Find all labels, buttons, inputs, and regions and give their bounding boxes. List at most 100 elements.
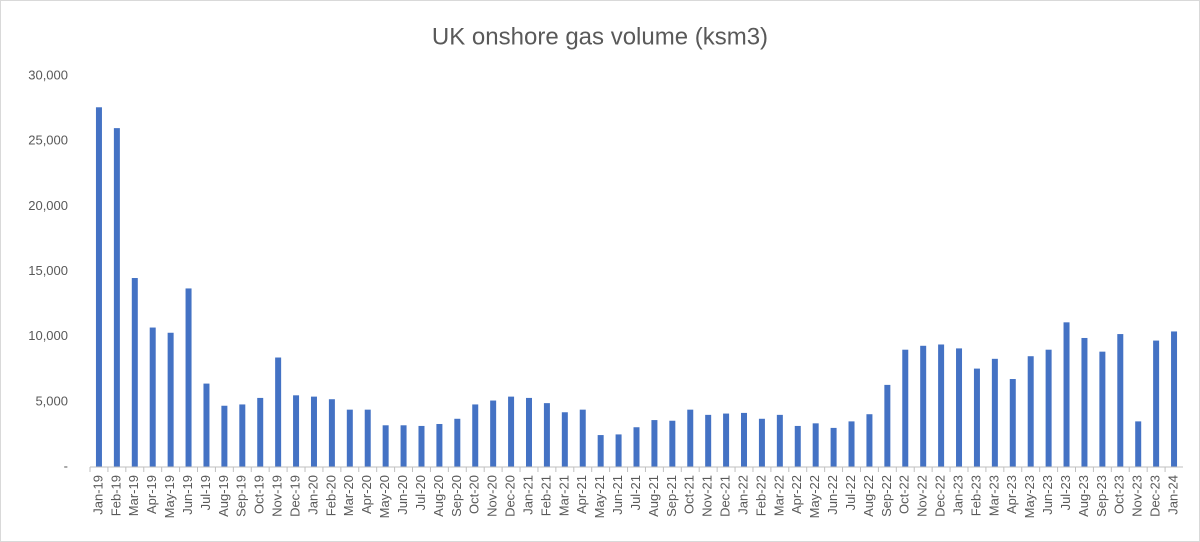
y-tick-label: 10,000 — [28, 328, 68, 343]
x-tick-label: Dec-21 — [718, 475, 733, 517]
x-tick-label: Jul-23 — [1058, 475, 1073, 510]
bar — [633, 427, 640, 467]
x-tick-label: Nov-22 — [915, 475, 930, 517]
bar — [1009, 379, 1016, 467]
bar — [1135, 421, 1142, 467]
bar — [669, 420, 676, 467]
x-tick-label: Dec-19 — [287, 475, 302, 517]
bar — [741, 412, 748, 467]
y-tick-label: 20,000 — [28, 198, 68, 213]
bar — [293, 395, 300, 467]
x-tick-label: Aug-23 — [1076, 475, 1091, 517]
bar — [651, 420, 658, 467]
bar — [866, 414, 873, 467]
y-tick-label: 30,000 — [28, 67, 68, 82]
x-tick-label: May-21 — [592, 475, 607, 518]
bar — [221, 405, 228, 467]
bar — [1081, 337, 1088, 467]
x-tick-label: Oct-21 — [682, 475, 697, 514]
x-tick-label: Jun-21 — [610, 475, 625, 515]
bar — [454, 418, 461, 467]
x-tick-label: Sep-19 — [234, 475, 249, 517]
bar — [131, 278, 138, 467]
x-tick-label: Mar-21 — [556, 475, 571, 516]
bar — [310, 396, 317, 467]
bar — [418, 425, 425, 467]
bar — [1045, 349, 1052, 467]
bar — [723, 413, 730, 467]
x-tick-label: Mar-19 — [126, 475, 141, 516]
y-tick-label: - — [64, 458, 68, 473]
bar — [615, 434, 622, 467]
bar — [328, 399, 335, 467]
bar — [346, 409, 353, 467]
x-tick-label: Oct-20 — [467, 475, 482, 514]
x-tick-label: Dec-22 — [933, 475, 948, 517]
x-tick-label: Jan-21 — [520, 475, 535, 515]
y-tick-label: 5,000 — [35, 393, 68, 408]
bar — [758, 418, 765, 467]
x-tick-label: Nov-20 — [485, 475, 500, 517]
x-tick-label: Mar-22 — [771, 475, 786, 516]
bar — [149, 327, 156, 467]
bar — [257, 397, 264, 467]
x-tick-label: Oct-19 — [252, 475, 267, 514]
bar — [167, 332, 174, 467]
x-tick-label: Nov-21 — [700, 475, 715, 517]
bar — [884, 384, 891, 467]
bar — [902, 349, 909, 467]
x-tick-label: Jun-20 — [395, 475, 410, 515]
x-tick-label: Apr-20 — [359, 475, 374, 514]
bar — [113, 128, 120, 467]
bar — [776, 414, 783, 467]
x-tick-label: Apr-23 — [1004, 475, 1019, 514]
y-tick-label: 25,000 — [28, 133, 68, 148]
x-tick-label: Apr-19 — [144, 475, 159, 514]
x-tick-label: Jun-19 — [180, 475, 195, 515]
x-tick-label: Jan-20 — [305, 475, 320, 515]
bar — [1027, 356, 1034, 467]
bar — [848, 421, 855, 467]
x-tick-label: May-20 — [377, 475, 392, 518]
bar — [525, 397, 532, 467]
x-tick-label: Aug-19 — [216, 475, 231, 517]
chart-title: UK onshore gas volume (ksm3) — [432, 23, 768, 50]
x-tick-label: Jul-20 — [413, 475, 428, 510]
x-tick-label: Feb-21 — [538, 475, 553, 516]
x-tick-label: Aug-20 — [431, 475, 446, 517]
x-tick-label: Aug-22 — [861, 475, 876, 517]
bar — [705, 414, 712, 467]
x-tick-label: Nov-23 — [1130, 475, 1145, 517]
bar — [812, 423, 819, 467]
bar — [597, 435, 604, 467]
x-tick-label: Feb-23 — [968, 475, 983, 516]
x-tick-label: Feb-22 — [753, 475, 768, 516]
x-tick-label: Dec-20 — [503, 475, 518, 517]
bar — [364, 409, 371, 467]
bar — [239, 404, 246, 467]
bar — [830, 427, 837, 467]
x-tick-label: Jun-22 — [825, 475, 840, 515]
bar — [508, 396, 515, 467]
bar — [561, 412, 568, 467]
x-tick-label: Aug-21 — [646, 475, 661, 517]
bar — [687, 409, 694, 467]
x-tick-label: Jul-21 — [628, 475, 643, 510]
x-tick-label: Jan-24 — [1165, 475, 1180, 515]
x-tick-label: Sep-21 — [664, 475, 679, 517]
bar — [956, 348, 963, 467]
bar — [1063, 322, 1070, 467]
x-tick-label: May-19 — [162, 475, 177, 518]
x-tick-label: Feb-20 — [323, 475, 338, 516]
x-tick-label: Sep-20 — [449, 475, 464, 517]
x-tick-label: Jul-22 — [843, 475, 858, 510]
bar — [543, 403, 550, 467]
x-tick-label: Mar-23 — [986, 475, 1001, 516]
bar — [472, 404, 479, 467]
bar — [1171, 331, 1178, 467]
bar — [185, 288, 192, 467]
bar — [1153, 340, 1160, 467]
x-tick-label: Sep-23 — [1094, 475, 1109, 517]
x-tick-label: Jul-19 — [198, 475, 213, 510]
